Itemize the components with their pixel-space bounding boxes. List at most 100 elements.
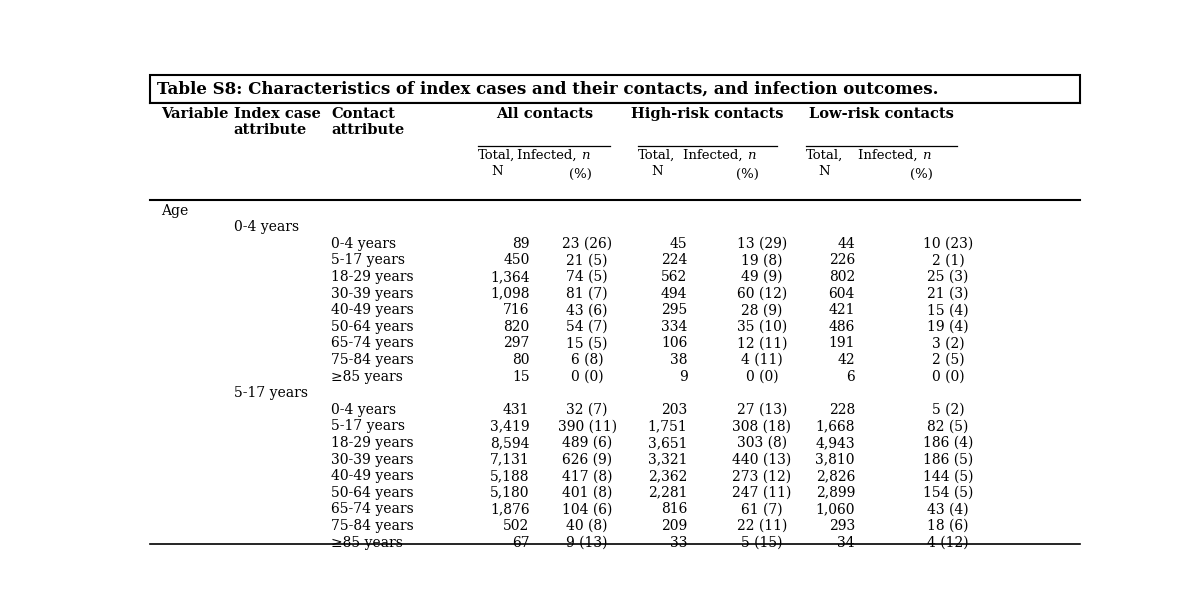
Text: 144 (5): 144 (5) [923, 469, 973, 483]
Text: 43 (4): 43 (4) [928, 503, 968, 517]
Text: 22 (11): 22 (11) [737, 519, 787, 533]
Text: 33: 33 [670, 535, 688, 549]
Text: 1,364: 1,364 [490, 270, 529, 284]
Text: 1,751: 1,751 [648, 419, 688, 433]
Text: 4,943: 4,943 [815, 436, 854, 450]
Text: 65-74 years: 65-74 years [331, 503, 414, 517]
Text: 5,188: 5,188 [490, 469, 529, 483]
Text: 45: 45 [670, 237, 688, 251]
Text: Total,
N: Total, N [638, 149, 676, 178]
Text: 247 (11): 247 (11) [732, 486, 792, 500]
Text: 75-84 years: 75-84 years [331, 353, 414, 367]
FancyBboxPatch shape [150, 75, 1080, 103]
Text: 74 (5): 74 (5) [566, 270, 608, 284]
Text: Infected,: Infected, [858, 149, 922, 161]
Text: 15 (4): 15 (4) [928, 304, 968, 317]
Text: 626 (9): 626 (9) [562, 453, 612, 467]
Text: 9 (13): 9 (13) [566, 535, 608, 549]
Text: Table S8: Characteristics of index cases and their contacts, and infection outco: Table S8: Characteristics of index cases… [157, 81, 938, 98]
Text: 431: 431 [503, 403, 529, 417]
Text: 7,131: 7,131 [490, 453, 529, 467]
Text: 1,668: 1,668 [816, 419, 854, 433]
Text: 18-29 years: 18-29 years [331, 270, 414, 284]
Text: 5-17 years: 5-17 years [234, 386, 307, 400]
Text: 295: 295 [661, 304, 688, 317]
Text: (%): (%) [911, 168, 934, 181]
Text: 0-4 years: 0-4 years [331, 403, 396, 417]
Text: 80: 80 [512, 353, 529, 367]
Text: All contacts: All contacts [496, 107, 593, 121]
Text: 49 (9): 49 (9) [742, 270, 782, 284]
Text: (%): (%) [736, 168, 758, 181]
Text: (%): (%) [569, 168, 592, 181]
Text: 4 (12): 4 (12) [928, 535, 968, 549]
Text: 820: 820 [503, 320, 529, 334]
Text: 716: 716 [503, 304, 529, 317]
Text: 28 (9): 28 (9) [742, 304, 782, 317]
Text: 89: 89 [512, 237, 529, 251]
Text: Variable: Variable [161, 107, 229, 121]
Text: 154 (5): 154 (5) [923, 486, 973, 500]
Text: 802: 802 [829, 270, 854, 284]
Text: 0-4 years: 0-4 years [331, 237, 396, 251]
Text: 6: 6 [846, 370, 854, 384]
Text: 401 (8): 401 (8) [562, 486, 612, 500]
Text: 440 (13): 440 (13) [732, 453, 792, 467]
Text: 489 (6): 489 (6) [562, 436, 612, 450]
Text: 224: 224 [661, 254, 688, 268]
Text: 209: 209 [661, 519, 688, 533]
Text: Contact
attribute: Contact attribute [331, 107, 404, 137]
Text: Age: Age [161, 204, 188, 218]
Text: 5-17 years: 5-17 years [331, 254, 406, 268]
Text: n: n [748, 149, 756, 161]
Text: 2,362: 2,362 [648, 469, 688, 483]
Text: ≥85 years: ≥85 years [331, 370, 403, 384]
Text: 3,321: 3,321 [648, 453, 688, 467]
Text: 104 (6): 104 (6) [562, 503, 612, 517]
Text: 82 (5): 82 (5) [928, 419, 968, 433]
Text: 106: 106 [661, 336, 688, 350]
Text: 494: 494 [661, 287, 688, 300]
Text: 203: 203 [661, 403, 688, 417]
Text: 81 (7): 81 (7) [566, 287, 608, 300]
Text: 23 (26): 23 (26) [562, 237, 612, 251]
Text: 273 (12): 273 (12) [732, 469, 792, 483]
Text: 44: 44 [838, 237, 854, 251]
Text: 65-74 years: 65-74 years [331, 336, 414, 350]
Text: 10 (23): 10 (23) [923, 237, 973, 251]
Text: 0 (0): 0 (0) [571, 370, 604, 384]
Text: 42: 42 [838, 353, 854, 367]
Text: Index case
attribute: Index case attribute [234, 107, 320, 137]
Text: n: n [581, 149, 589, 161]
Text: 18-29 years: 18-29 years [331, 436, 414, 450]
Text: 30-39 years: 30-39 years [331, 287, 414, 300]
Text: Low-risk contacts: Low-risk contacts [809, 107, 954, 121]
Text: 21 (5): 21 (5) [566, 254, 608, 268]
Text: Total,
N: Total, N [805, 149, 842, 178]
Text: 334: 334 [661, 320, 688, 334]
Text: 3,810: 3,810 [816, 453, 854, 467]
Text: 390 (11): 390 (11) [558, 419, 617, 433]
Text: 35 (10): 35 (10) [737, 320, 787, 334]
Text: 308 (18): 308 (18) [732, 419, 792, 433]
Text: 43 (6): 43 (6) [566, 304, 608, 317]
Text: 226: 226 [829, 254, 854, 268]
Text: 486: 486 [828, 320, 854, 334]
Text: 5 (15): 5 (15) [742, 535, 782, 549]
Text: 25 (3): 25 (3) [928, 270, 968, 284]
Text: 40 (8): 40 (8) [566, 519, 608, 533]
Text: 417 (8): 417 (8) [562, 469, 612, 483]
Text: 40-49 years: 40-49 years [331, 469, 414, 483]
Text: 0-4 years: 0-4 years [234, 220, 299, 234]
Text: Infected,: Infected, [683, 149, 748, 161]
Text: 0 (0): 0 (0) [745, 370, 779, 384]
Text: 421: 421 [828, 304, 854, 317]
Text: 191: 191 [828, 336, 854, 350]
Text: 9: 9 [679, 370, 688, 384]
Text: 40-49 years: 40-49 years [331, 304, 414, 317]
Text: 18 (6): 18 (6) [928, 519, 968, 533]
Text: 186 (5): 186 (5) [923, 453, 973, 467]
Text: 303 (8): 303 (8) [737, 436, 787, 450]
Text: 293: 293 [829, 519, 854, 533]
Text: 502: 502 [503, 519, 529, 533]
